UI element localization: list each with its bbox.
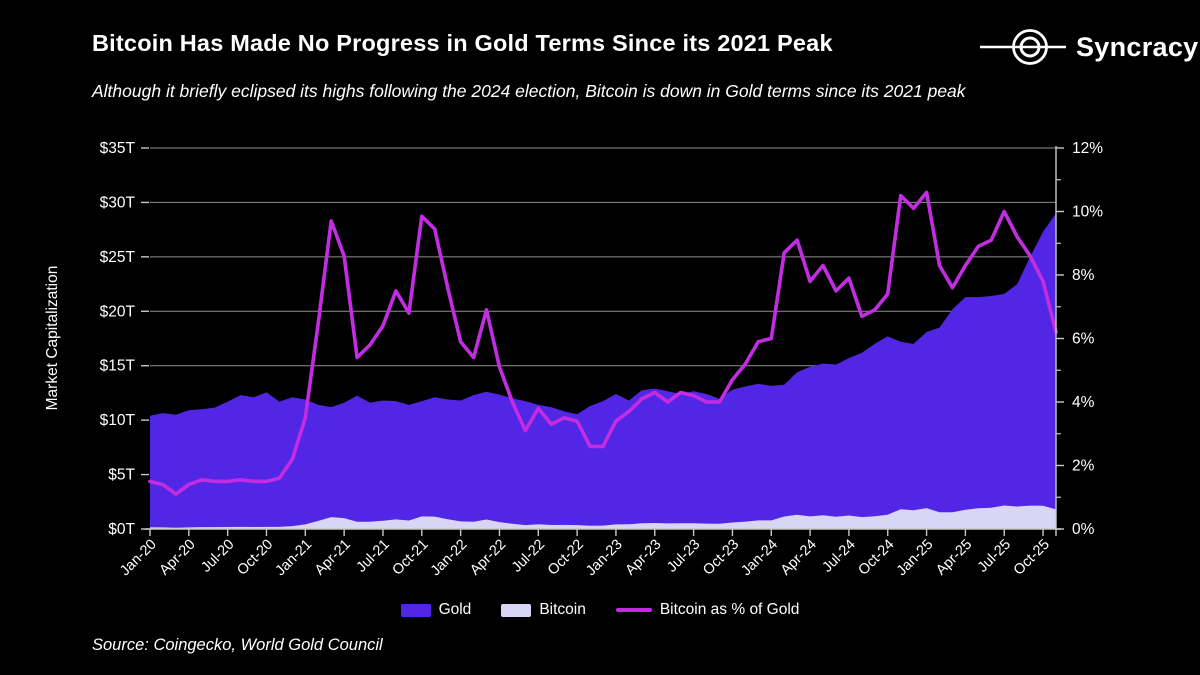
- x-axis-tick-label: Oct-25: [1011, 537, 1053, 579]
- x-axis-tick-label: Jan-21: [272, 537, 315, 580]
- x-axis-tick-label: Jul-23: [664, 537, 703, 576]
- legend-label: Bitcoin as % of Gold: [659, 601, 800, 618]
- x-axis-tick-label: Oct-22: [545, 537, 587, 579]
- btc-pct-line: [148, 190, 1058, 496]
- left-axis-tick-label: $0T: [108, 521, 135, 538]
- x-axis-tick-label: Jul-25: [975, 537, 1014, 576]
- axes: [141, 146, 1064, 536]
- brand-name: Syncracy: [1076, 31, 1199, 62]
- legend-item-gold: Gold: [400, 601, 472, 619]
- left-axis-tick-label: $15T: [100, 358, 136, 375]
- right-axis-tick-label: 6%: [1072, 331, 1095, 348]
- x-axis-tick-label: Jul-20: [198, 537, 237, 576]
- left-axis-tick-label: $5T: [108, 467, 135, 484]
- right-axis-tick-label: 4%: [1072, 394, 1095, 411]
- x-axis-tick-label: Oct-21: [390, 537, 432, 579]
- syncracy-mark-icon: [980, 29, 1066, 65]
- x-axis-tick-label: Jul-21: [354, 537, 393, 576]
- x-axis-tick-label: Apr-24: [778, 537, 820, 579]
- right-axis-tick-label: 0%: [1072, 521, 1095, 538]
- right-axis-tick-label: 10%: [1072, 204, 1103, 221]
- area-series: [150, 213, 1056, 530]
- x-axis-tick-label: Apr-25: [933, 537, 975, 579]
- legend-item-pct: Bitcoin as % of Gold: [615, 601, 800, 619]
- legend-item-bitcoin: Bitcoin: [501, 601, 586, 619]
- bitcoin-area: [150, 505, 1056, 529]
- x-axis-tick-label: Oct-24: [855, 537, 897, 579]
- left-axis-title: Market Capitalization: [44, 266, 61, 411]
- left-axis-tick-label: $25T: [100, 249, 136, 266]
- page-subtitle: Although it briefly eclipsed its highs f…: [92, 81, 966, 101]
- legend-label: Bitcoin: [539, 601, 586, 618]
- x-axis-tick-label: Jan-20: [117, 537, 160, 580]
- left-axis-tick-label: $20T: [100, 303, 136, 320]
- x-axis-tick-label: Apr-20: [157, 537, 199, 579]
- x-axis-tick-label: Jan-25: [894, 537, 937, 580]
- left-axis-tick-label: $35T: [100, 140, 136, 157]
- right-axis-tick-label: 2%: [1072, 458, 1095, 475]
- x-axis-tick-label: Jul-24: [819, 537, 858, 576]
- left-axis-tick-label: $10T: [100, 412, 136, 429]
- gold-swatch-icon: [400, 603, 431, 617]
- page-title: Bitcoin Has Made No Progress in Gold Ter…: [92, 30, 833, 56]
- pct-line-swatch-icon: [615, 608, 652, 612]
- gold-area: [150, 213, 1056, 530]
- legend-label: Gold: [438, 601, 472, 618]
- x-axis-tick-label: Jan-23: [583, 537, 626, 580]
- x-axis-tick-label: Apr-23: [623, 537, 665, 579]
- right-axis-tick-label: 8%: [1072, 267, 1095, 284]
- x-axis-tick-label: Apr-22: [467, 537, 509, 579]
- x-axis-tick-label: Jan-24: [738, 537, 781, 580]
- brand-logo: Syncracy: [978, 18, 1199, 76]
- right-axis-tick-label: 12%: [1072, 140, 1103, 157]
- x-axis-tick-label: Oct-23: [700, 537, 742, 579]
- left-axis-tick-label: $30T: [100, 194, 136, 211]
- x-axis-tick-label: Jan-22: [428, 537, 471, 580]
- chart-legend: Gold Bitcoin Bitcoin as % of Gold: [0, 601, 1200, 619]
- bitcoin-swatch-icon: [501, 603, 532, 617]
- source-note: Source: Coingecko, World Gold Council: [92, 636, 383, 654]
- x-axis-tick-label: Oct-20: [234, 537, 276, 579]
- x-axis-tick-label: Apr-21: [312, 537, 354, 579]
- x-axis-tick-label: Jul-22: [509, 537, 548, 576]
